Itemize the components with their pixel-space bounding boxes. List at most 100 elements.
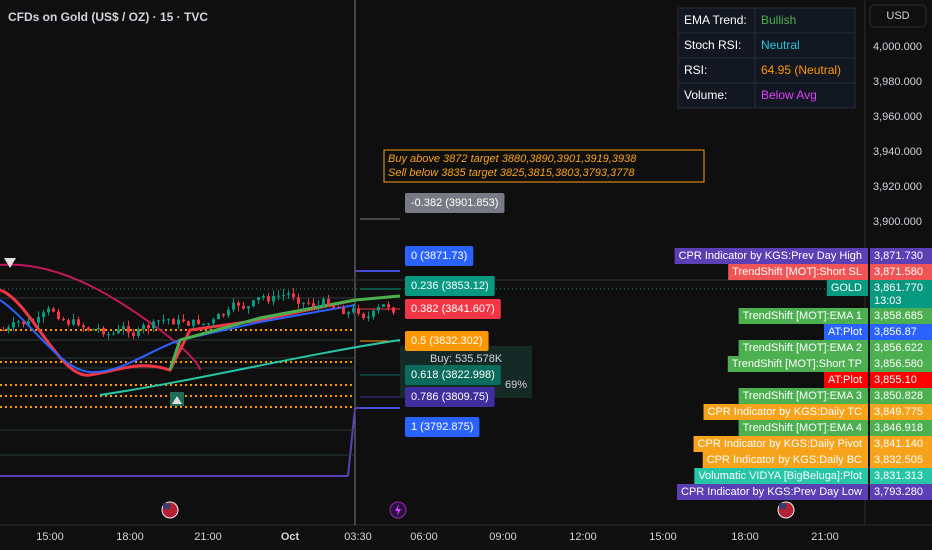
price-label-value-text: 3,850.828 xyxy=(874,390,923,402)
fib-label: 0.5 (3832.302) xyxy=(411,335,483,347)
candle-body xyxy=(272,295,275,302)
price-label-name-text: GOLD xyxy=(831,282,862,294)
candle-body xyxy=(42,312,45,317)
price-label-name xyxy=(674,248,868,264)
price-label-value-text: 3,793.280 xyxy=(874,486,923,498)
candle-body xyxy=(117,329,120,334)
candle-body xyxy=(232,302,235,310)
price-label-name-text: CPR Indicator by KGS:Daily TC xyxy=(708,406,863,418)
time-tick-label: 18:00 xyxy=(731,531,759,543)
candle-body xyxy=(177,319,180,325)
candle-body xyxy=(242,305,245,309)
moving-average xyxy=(0,263,201,371)
time-tick-label: 09:00 xyxy=(489,531,517,543)
candle-body xyxy=(262,296,265,298)
candle-body xyxy=(382,304,385,307)
candle-body xyxy=(67,320,70,325)
candle-body xyxy=(327,298,330,306)
table-value: Neutral xyxy=(761,38,800,52)
event-icon[interactable] xyxy=(389,501,407,519)
price-label-value-text: 3,856.580 xyxy=(874,358,923,370)
price-label-value xyxy=(870,404,932,420)
level-line xyxy=(347,407,356,477)
currency-label[interactable]: USD xyxy=(886,10,909,22)
candle-body xyxy=(252,300,255,307)
price-label-value-text: 3,861.770 xyxy=(874,282,923,294)
price-label-value xyxy=(870,372,932,388)
table-label: EMA Trend: xyxy=(684,13,747,27)
candle-body xyxy=(182,319,185,322)
price-label-time: 13:03 xyxy=(874,295,902,307)
table-label: Volume: xyxy=(684,88,727,102)
candle-body xyxy=(167,319,170,321)
time-tick-label: 21:00 xyxy=(194,531,222,543)
price-label-name xyxy=(677,484,868,500)
table-cell xyxy=(677,82,856,109)
time-tick-label: 18:00 xyxy=(116,531,144,543)
price-label-name-text: CPR Indicator by KGS:Daily Pivot xyxy=(698,438,862,450)
price-label-name xyxy=(826,280,868,296)
candle-body xyxy=(52,308,55,312)
price-label-name-text: CPR Indicator by KGS:Daily BC xyxy=(707,454,862,466)
time-tick-label: 03:30 xyxy=(344,531,372,543)
candle-body xyxy=(192,319,195,326)
candle-body xyxy=(207,323,210,325)
price-label-value-text: 3,846.918 xyxy=(874,422,923,434)
fib-label: 0.382 (3841.607) xyxy=(411,303,495,315)
price-tick-label: 3,920.000 xyxy=(873,181,922,193)
candle-body xyxy=(347,312,350,315)
price-label-name xyxy=(738,308,868,324)
price-label-name-text: CPR Indicator by KGS:Prev Day Low xyxy=(681,486,862,498)
candle-body xyxy=(102,327,105,335)
price-label-name xyxy=(738,340,868,356)
price-label-value xyxy=(870,340,932,356)
candle-body xyxy=(202,323,205,325)
chart-title: CFDs on Gold (US$ / OZ) · 15 · TVC xyxy=(8,10,208,24)
fib-label-box xyxy=(405,365,501,385)
currency-button[interactable] xyxy=(869,4,927,28)
candle-body xyxy=(112,333,115,335)
candle-body xyxy=(282,294,285,296)
candle-body xyxy=(322,298,325,306)
candle-body xyxy=(122,326,125,330)
price-label-value-text: 3,871.580 xyxy=(874,266,923,278)
price-tick-label: 3,900.000 xyxy=(873,216,922,228)
position-percent: 69% xyxy=(505,379,527,391)
fib-label-box xyxy=(405,246,474,266)
signal-marker xyxy=(172,396,182,404)
candle-body xyxy=(337,307,340,309)
candle-body xyxy=(292,293,295,298)
candle-body xyxy=(277,295,280,297)
candle-body xyxy=(127,326,130,333)
price-label-value xyxy=(870,264,932,280)
price-label-name-text: AT:Plot xyxy=(828,374,862,386)
candle-body xyxy=(267,296,270,302)
moving-average xyxy=(0,288,356,377)
price-label-value xyxy=(870,468,932,484)
candle-body xyxy=(92,329,95,331)
candle-body xyxy=(37,316,40,323)
candle-body xyxy=(377,306,380,311)
candle-body xyxy=(157,320,160,322)
fib-label: 0.236 (3853.12) xyxy=(411,280,489,292)
price-label-value xyxy=(870,356,932,372)
candle-body xyxy=(227,309,230,316)
price-label-name xyxy=(727,356,868,372)
candle-body xyxy=(367,316,370,319)
price-label-value xyxy=(870,280,932,308)
candle-body xyxy=(187,321,190,326)
fib-label-box xyxy=(405,417,480,437)
fib-label-box xyxy=(405,276,495,296)
candle-body xyxy=(7,327,10,331)
candle-body xyxy=(22,321,25,325)
candle-body xyxy=(332,305,335,308)
vidya-line xyxy=(99,339,401,396)
price-label-value xyxy=(870,420,932,436)
price-label-name xyxy=(823,372,868,388)
price-tick-label: 3,940.000 xyxy=(873,146,922,158)
price-label-value-text: 3,858.685 xyxy=(874,310,923,322)
table-cell xyxy=(677,7,856,34)
price-label-name xyxy=(693,436,868,452)
candle-body xyxy=(342,307,345,315)
candle-body xyxy=(307,302,310,304)
